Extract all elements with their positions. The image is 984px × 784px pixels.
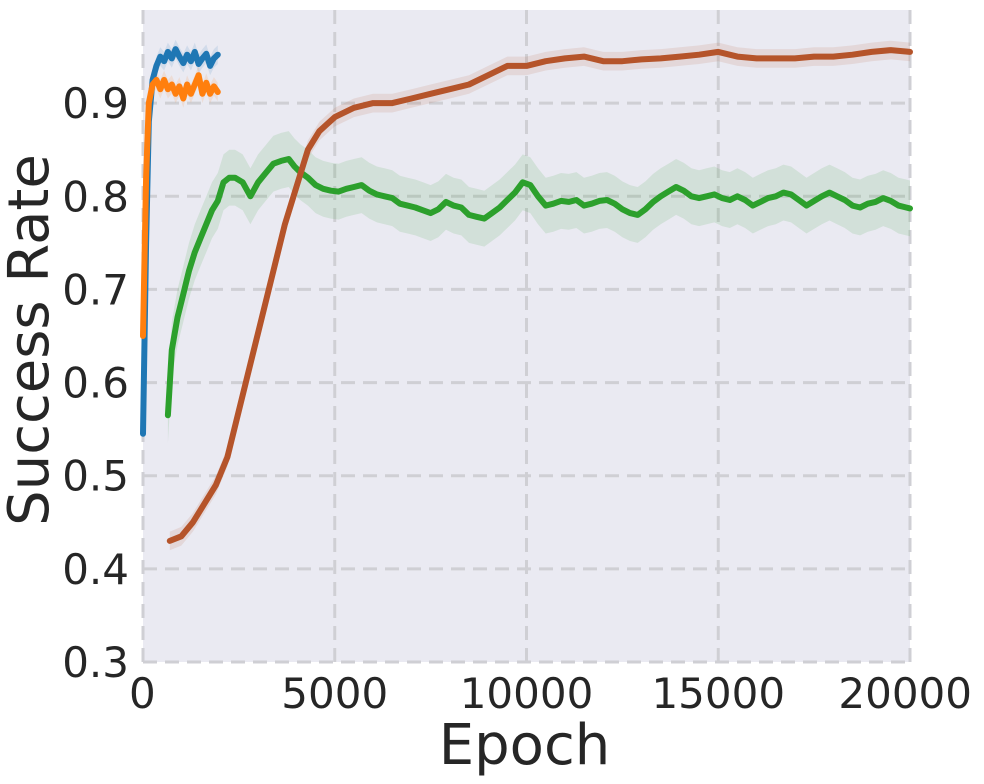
series-4-line [166,47,913,544]
y-tick-label: 0.3 [62,638,129,687]
y-tick-label: 0.8 [62,172,129,221]
plot-area [143,10,910,662]
x-tick-label: 5000 [281,669,388,718]
series-1-line [140,46,221,437]
y-tick-label: 0.4 [62,545,129,594]
series-2-line [140,72,221,339]
x-tick-label: 20000 [838,669,972,718]
x-tick-label: 0 [129,669,156,718]
x-tick-label: 15000 [651,669,785,718]
x-tick-labels: 0 5000 10000 15000 20000 [129,669,972,718]
series-3-line [164,156,913,419]
grid-lines [141,10,912,664]
series-3-band [167,131,910,444]
y-tick-label: 0.7 [62,265,129,314]
y-tick-label: 0.6 [62,359,129,408]
x-axis-title: Epoch [439,713,610,778]
y-axis-title: Success Rate [0,154,62,526]
y-tick-label: 0.9 [62,79,129,128]
x-tick-label: 10000 [460,669,594,718]
series-lines [140,46,913,544]
y-tick-labels: 0.3 0.4 0.5 0.6 0.7 0.8 0.9 [62,79,129,687]
y-tick-label: 0.5 [62,452,129,501]
